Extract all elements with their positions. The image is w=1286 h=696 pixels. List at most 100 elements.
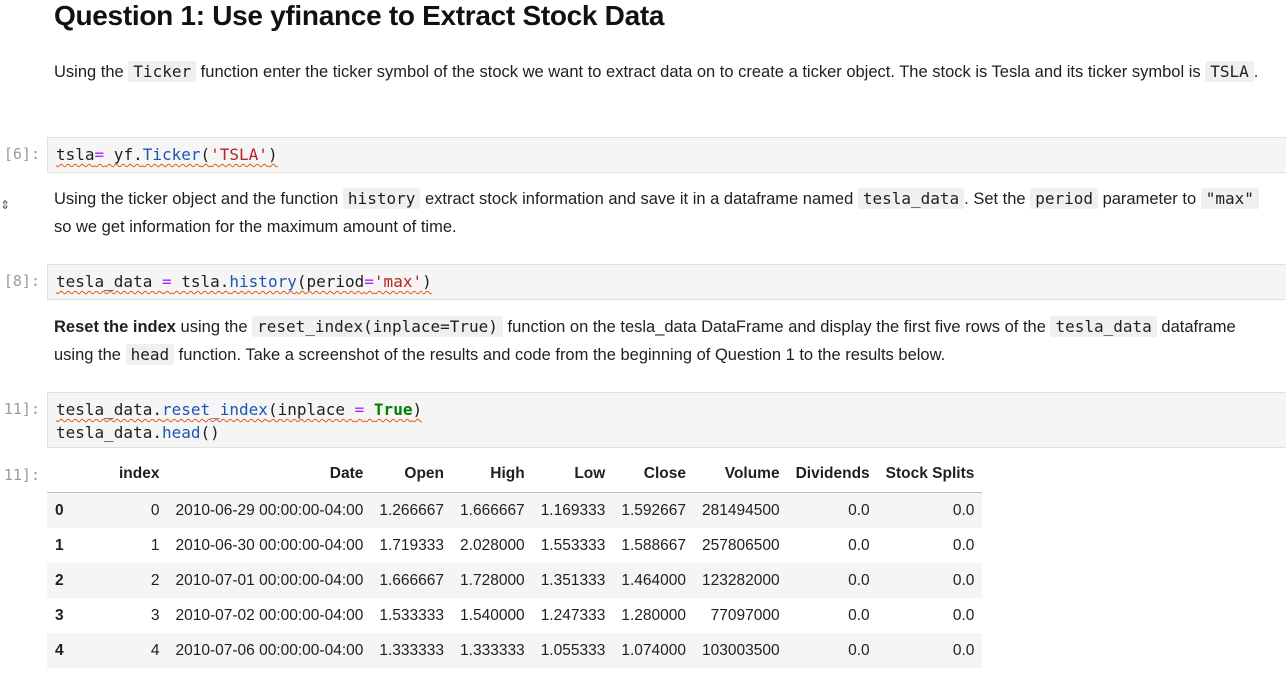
code-token: = [354,400,365,419]
inline-code-tesla-data: tesla_data [857,188,965,209]
code-token: = [364,272,374,291]
table-cell: 1.540000 [460,606,525,624]
table-cell: 257806500 [702,536,780,554]
table-cell: 1.553333 [540,536,606,554]
table-cell: 1.728000 [460,571,525,589]
table-cell: 103003500 [702,641,780,659]
row-index-label: 4 [55,641,64,659]
code-token: ) [412,400,423,419]
row-index-label: 0 [55,501,64,519]
column-header-high: High [452,456,533,493]
code-cell-8[interactable]: tesla_data = tsla.history(period='max') [47,264,1286,300]
table-cell: 2.028000 [460,536,525,554]
table-cell: 2010-07-01 00:00:00-04:00 [175,571,364,589]
code-cell-11[interactable]: tesla_data.reset_index(inplace = True) t… [47,392,1286,448]
column-header [47,456,113,493]
inline-code-history: history [342,188,421,209]
code-line-2[interactable]: tesla_data.head() [56,421,220,444]
code-token: Ticker [142,145,201,164]
inline-code-period: period [1030,188,1098,209]
code-token: 'max' [373,272,423,291]
table-cell: 0.0 [848,501,870,519]
inline-code-tesla-data: tesla_data [1050,316,1157,337]
column-header-index: index [113,456,168,493]
table-cell: 1 [150,536,160,554]
code-token: tsla. [171,272,230,291]
table-cell: 1.333333 [379,641,445,659]
code-token: reset_index [161,400,268,419]
cell-prompt-6: [6]: [3,145,40,163]
code-token: () [200,423,220,442]
table-cell: 1.592667 [621,501,686,519]
table-header-row: index Date Open High Low Close Volume Di… [47,456,983,493]
code-cell-6[interactable]: tsla= yf.Ticker('TSLA') [47,137,1286,173]
table-cell: 281494500 [702,501,780,519]
table-cell: 0.0 [848,536,870,554]
code-token: tsla [56,145,95,164]
code-line[interactable]: tsla= yf.Ticker('TSLA') [56,143,278,166]
question-title: Question 1: Use yfinance to Extract Stoc… [54,0,665,31]
code-token: head [161,423,201,442]
code-token: (period [296,272,365,291]
text: using the [175,318,253,336]
table-cell: 0.0 [952,501,975,519]
table-cell: 2 [150,571,160,589]
text: function. Take a screenshot of the resul… [174,346,946,364]
table-cell: 1.588667 [621,536,686,554]
table-cell: 123282000 [702,571,780,589]
table-cell: 1.464000 [621,571,686,589]
table-cell: 3 [150,606,160,624]
text: so we get information for the maximum am… [54,218,457,236]
table-row: 4 4 2010-07-06 00:00:00-04:00 1.333333 1.333… [47,633,983,668]
code-token: ) [422,272,432,291]
table-cell: 1.333333 [460,641,525,659]
code-token: tesla_data [56,272,162,291]
table-cell: 0.0 [848,641,870,659]
code-line-1[interactable]: tesla_data.reset_index(inplace = True) [56,398,422,421]
inline-code-ticker: Ticker [128,61,197,82]
text: Using the [54,63,129,81]
table-cell: 1.533333 [379,606,445,624]
code-line[interactable]: tesla_data = tsla.history(period='max') [56,270,432,293]
text: dataframe using the [54,318,1236,364]
table-cell: 1.169333 [540,501,606,519]
column-header-stock-splits: Stock Splits [877,456,983,493]
code-token [364,400,374,419]
code-token: = [94,145,105,164]
table-cell: 77097000 [710,606,780,624]
table-cell: 1.055333 [540,641,606,659]
code-token: ) [267,145,278,164]
table-row: 0 0 2010-06-29 00:00:00-04:00 1.266667 1.666… [47,492,983,528]
markdown-paragraph-reset-index: Reset the index using the reset_index(in… [54,313,1269,369]
column-header-open: Open [371,456,453,493]
table-cell: 0.0 [952,571,975,589]
table-cell: 0 [150,501,160,519]
markdown-paragraph-history: Using the ticker object and the function… [54,185,1269,241]
code-token: = [161,272,172,291]
table-cell: 2010-06-30 00:00:00-04:00 [175,536,364,554]
text: Using the ticker object and the function [54,190,343,208]
text: function enter the ticker symbol of the … [196,63,1206,81]
code-token: yf. [104,145,143,164]
cell-prompt-8: [8]: [3,272,40,290]
row-index-label: 2 [55,571,64,589]
mouse-cursor-icon: ⇕ [0,198,11,212]
table-cell: 2010-06-29 00:00:00-04:00 [175,501,364,519]
code-token: tesla_data. [56,400,162,419]
dataframe-output: index Date Open High Low Close Volume Di… [47,456,983,668]
text: extract stock information and save it in… [420,190,858,208]
code-token: history [229,272,297,291]
cell-prompt-11: 11]: [3,400,40,418]
table-cell: 1.666667 [460,501,525,519]
inline-code-head: head [125,344,175,365]
table-row: 2 2 2010-07-01 00:00:00-04:00 1.666667 1.728… [47,563,983,598]
bold-text: Reset the index [54,318,176,336]
table-cell: 2010-07-02 00:00:00-04:00 [175,606,364,624]
table-cell: 1.266667 [379,501,445,519]
table-cell: 0.0 [952,606,975,624]
output-prompt-11: 11]: [3,466,40,484]
column-header-date: Date [167,456,372,493]
table-cell: 4 [150,641,160,659]
table-cell: 0.0 [848,571,870,589]
table-cell: 0.0 [848,606,870,624]
